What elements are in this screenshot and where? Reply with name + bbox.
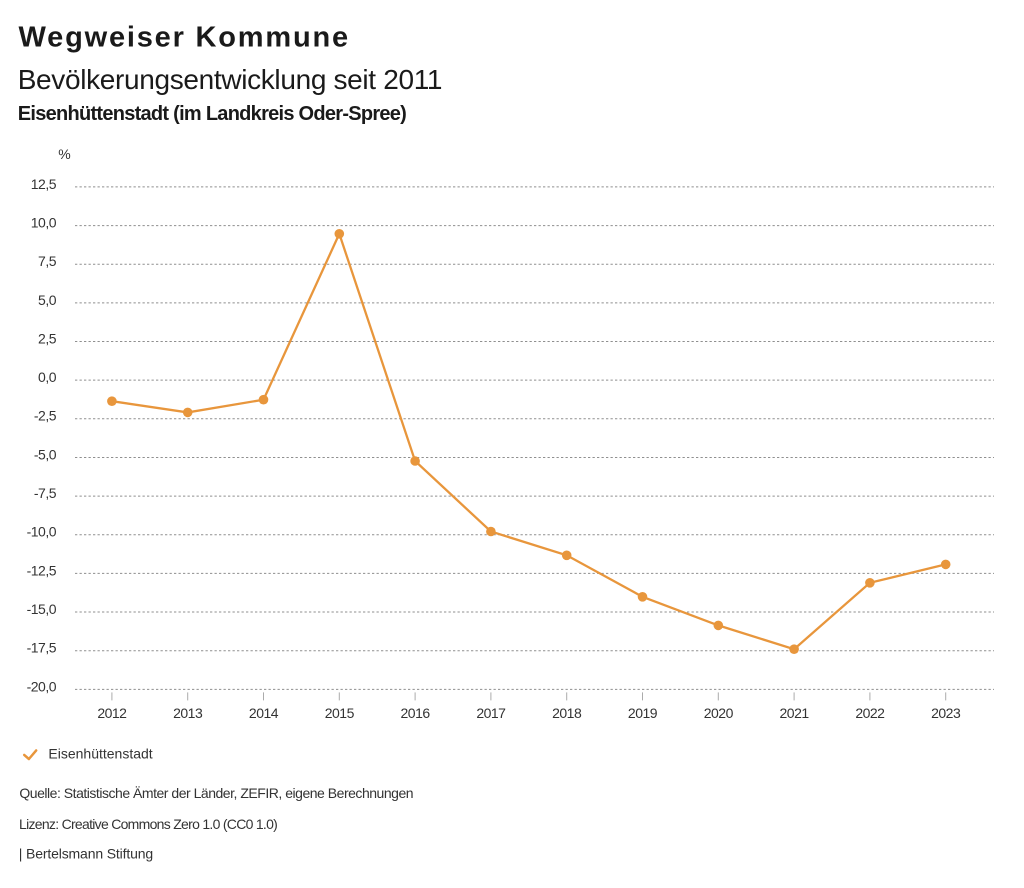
svg-text:2021: 2021	[780, 705, 810, 721]
svg-text:%: %	[58, 146, 70, 162]
svg-text:2022: 2022	[855, 705, 885, 721]
svg-text:0,0: 0,0	[38, 369, 57, 385]
svg-text:10,0: 10,0	[31, 215, 57, 231]
svg-text:2,5: 2,5	[38, 330, 57, 346]
svg-text:-5,0: -5,0	[34, 446, 57, 462]
svg-text:Bevölkerungsentwicklung seit 2: Bevölkerungsentwicklung seit 2011	[18, 64, 442, 95]
svg-text:2018: 2018	[552, 705, 582, 721]
svg-text:5,0: 5,0	[38, 292, 57, 308]
svg-text:2017: 2017	[476, 705, 506, 721]
svg-text:-17,5: -17,5	[27, 640, 57, 656]
svg-text:2016: 2016	[401, 705, 431, 721]
svg-text:2019: 2019	[628, 705, 658, 721]
svg-text:Eisenhüttenstadt: Eisenhüttenstadt	[48, 746, 152, 762]
svg-text:Wegweiser Kommune: Wegweiser Kommune	[19, 22, 350, 54]
svg-text:2015: 2015	[325, 705, 355, 721]
svg-text:2013: 2013	[173, 705, 203, 721]
svg-text:-12,5: -12,5	[27, 562, 57, 578]
svg-text:Eisenhüttenstadt (im Landkreis: Eisenhüttenstadt (im Landkreis Oder-Spre…	[18, 103, 406, 125]
svg-text:Lizenz: Creative Commons Zero: Lizenz: Creative Commons Zero 1.0 (CC0 1…	[19, 816, 277, 832]
svg-text:-10,0: -10,0	[27, 524, 57, 540]
svg-text:2020: 2020	[704, 705, 734, 721]
svg-text:-2,5: -2,5	[34, 408, 57, 424]
svg-text:| Bertelsmann Stiftung: | Bertelsmann Stiftung	[19, 845, 153, 861]
svg-text:-15,0: -15,0	[27, 601, 57, 617]
svg-text:2012: 2012	[97, 705, 127, 721]
svg-text:12,5: 12,5	[31, 176, 57, 192]
svg-text:Quelle: Statistische Ämter der: Quelle: Statistische Ämter der Länder, Z…	[19, 785, 413, 801]
svg-text:-20,0: -20,0	[27, 678, 57, 694]
svg-text:2023: 2023	[931, 705, 961, 721]
svg-text:2014: 2014	[249, 705, 279, 721]
svg-text:-7,5: -7,5	[34, 485, 57, 501]
svg-text:7,5: 7,5	[38, 253, 57, 269]
